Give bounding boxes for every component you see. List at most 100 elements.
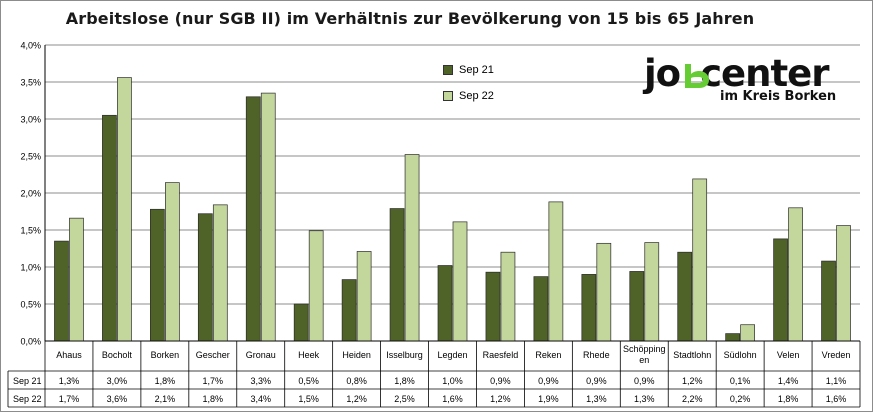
x-tick-label: Ahaus <box>56 350 82 360</box>
table-cell-value: 1,0% <box>442 376 463 386</box>
table-cell-value: 1,8% <box>394 376 415 386</box>
bar-sep21 <box>581 274 597 342</box>
table-cell-value: 0,9% <box>538 376 559 386</box>
bar-sep21 <box>150 208 165 342</box>
table-cell-value: 1,9% <box>538 394 559 404</box>
bar-sep22 <box>308 230 324 342</box>
y-tick-label: 4,0% <box>20 41 41 51</box>
x-tick-label: Heiden <box>342 350 371 360</box>
legend-swatch-sep22 <box>443 91 453 102</box>
table-cell-value: 1,7% <box>203 376 224 386</box>
y-tick-label: 3,0% <box>20 115 41 125</box>
table-cell-value: 0,9% <box>586 376 607 386</box>
bar-sep22 <box>356 251 372 342</box>
table-cell-value: 1,2% <box>346 394 367 404</box>
table-cell-value: 1,8% <box>778 394 799 404</box>
bar-sep21 <box>245 96 261 342</box>
table-cell-value: 1,6% <box>826 394 847 404</box>
bar-sep21 <box>485 271 501 342</box>
x-tick-label: Heek <box>298 350 320 360</box>
table-cell-value: 0,8% <box>346 376 367 386</box>
table-cell-value: 3,0% <box>107 376 128 386</box>
bar-sep21 <box>677 251 693 342</box>
bar-sep22 <box>117 77 132 342</box>
y-tick-label: 2,5% <box>20 152 41 162</box>
x-tick-label: Gronau <box>246 350 276 360</box>
table-cell-value: 1,4% <box>778 376 799 386</box>
table-cell-value: 1,2% <box>682 376 703 386</box>
bar-sep21 <box>341 279 357 342</box>
x-tick-label: Schöpping en <box>623 344 666 365</box>
bar-sep22 <box>69 217 84 342</box>
x-tick-label: Legden <box>437 350 467 360</box>
table-series-name: Sep 22 <box>13 394 42 404</box>
bar-sep22 <box>165 182 180 342</box>
table-cell-value: 1,3% <box>634 394 655 404</box>
x-tick-label: Velen <box>777 350 800 360</box>
bar-sep22 <box>788 207 803 342</box>
bar-sep22 <box>452 221 468 342</box>
y-tick-label: 1,0% <box>20 263 41 273</box>
table-cell-value: 3,6% <box>107 394 128 404</box>
logo-subtitle: im Kreis Borken <box>720 89 837 104</box>
x-tick-label: Reken <box>535 350 561 360</box>
x-tick-label: Stadtlohn <box>673 350 711 360</box>
bar-sep22 <box>692 178 708 342</box>
bar-sep21 <box>102 114 117 342</box>
table-cell-value: 1,2% <box>490 394 511 404</box>
x-tick-label: Südlohn <box>724 350 757 360</box>
table-cell-value: 0,2% <box>730 394 751 404</box>
y-tick-label: 3,5% <box>20 78 41 88</box>
table-cell-value: 0,9% <box>634 376 655 386</box>
y-tick-label: 2,0% <box>20 189 41 199</box>
table-cell-value: 1,5% <box>298 394 319 404</box>
bar-sep21 <box>773 238 788 342</box>
bar-sep21 <box>821 260 836 342</box>
bar-sep21 <box>197 213 213 342</box>
bar-sep22 <box>836 225 851 342</box>
bar-sep22 <box>212 204 228 342</box>
table-cell-value: 1,6% <box>442 394 463 404</box>
y-tick-label: 0,5% <box>20 300 41 310</box>
legend-item-sep21: Sep 21 <box>443 64 494 76</box>
bar-sep22 <box>644 242 660 342</box>
table-cell-value: 2,2% <box>682 394 703 404</box>
table-cell-value: 2,5% <box>394 394 415 404</box>
bar-sep21 <box>533 276 549 342</box>
x-tick-label: Raesfeld <box>483 350 519 360</box>
data-table: Ahaus Bocholt Borken Gescher Gronau Heek Heide… <box>7 340 861 408</box>
bar-sep21 <box>725 333 740 342</box>
gridlines <box>44 44 860 342</box>
jobcenter-logo: jo center im Kreis Borken <box>642 52 852 108</box>
table-cell-value: 3,3% <box>250 376 271 386</box>
bar-sep21 <box>293 303 309 342</box>
bar-sep21 <box>54 240 69 342</box>
table-cell-value: 3,4% <box>250 394 271 404</box>
logo-wordmark: jo center <box>644 52 830 95</box>
table-cell-value: 0,1% <box>730 376 751 386</box>
legend-label-sep22: Sep 22 <box>459 90 494 102</box>
legend-label-sep21: Sep 21 <box>459 64 494 76</box>
bar-sep22 <box>404 154 420 342</box>
logo-text-left: jo <box>644 52 681 95</box>
x-tick-label: Gescher <box>196 350 230 360</box>
logo-b-glyph-icon <box>685 64 709 88</box>
legend-item-sep22: Sep 22 <box>443 90 494 102</box>
logo-text-right: center <box>700 52 829 95</box>
y-axis-ticks: 0,0% 0,5% 1,0% 1,5% 2,0% 2,5% 3,0% 3,5% 4,0% <box>20 41 41 347</box>
table-series-name: Sep 21 <box>13 376 42 386</box>
table-cell-value: 2,1% <box>155 394 176 404</box>
table-cell-value: 0,9% <box>490 376 511 386</box>
table-cell-value: 1,7% <box>59 394 80 404</box>
bar-sep22 <box>740 324 755 342</box>
bar-sep21 <box>437 265 453 342</box>
table-cell-value: 1,8% <box>203 394 224 404</box>
table-cell-value: 1,1% <box>826 376 847 386</box>
chart-title: Arbeitslose (nur SGB II) im Verhältnis z… <box>65 9 755 28</box>
x-tick-label: Rhede <box>583 350 610 360</box>
x-tick-label: Isselburg <box>386 350 423 360</box>
bars <box>54 77 851 342</box>
x-tick-label: Vreden <box>822 350 851 360</box>
